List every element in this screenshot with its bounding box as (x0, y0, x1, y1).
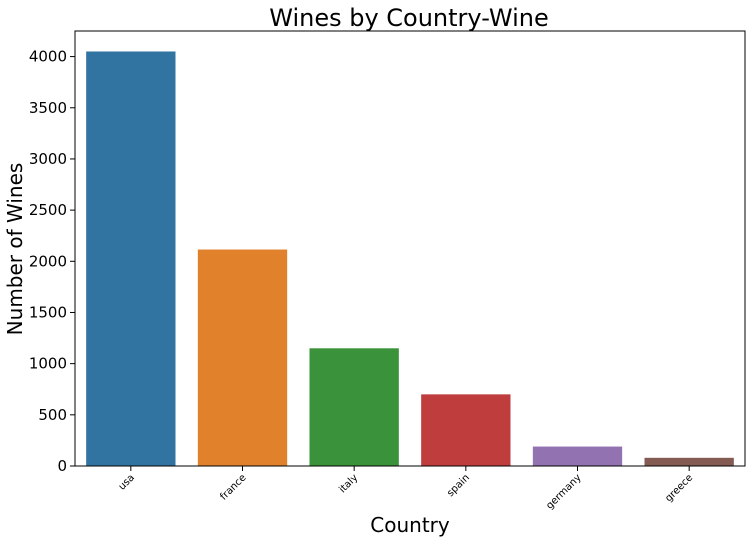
y-tick-label: 1500 (29, 303, 67, 321)
y-axis-ticks: 0 500 1000 1500 2000 2500 3000 3500 4000 (29, 48, 75, 475)
y-tick-label: 2000 (29, 252, 67, 270)
y-tick-label: 500 (38, 406, 67, 424)
x-axis-ticks: usa france italy spain germany greece (117, 466, 695, 512)
x-tick-label: greece (663, 472, 695, 504)
y-tick-label: 4000 (29, 48, 67, 66)
y-tick-label: 3500 (29, 99, 67, 117)
y-tick-label: 3000 (29, 150, 67, 168)
x-tick-label: germany (544, 472, 583, 511)
bar-greece (644, 457, 734, 466)
x-tick-label: italy (337, 472, 360, 495)
y-tick-label: 2500 (29, 201, 67, 219)
x-tick-label: france (218, 472, 248, 502)
plot-frame (74, 30, 746, 467)
x-tick-label: spain (445, 472, 472, 499)
bar-germany (532, 446, 623, 466)
bar-italy (309, 348, 399, 466)
bars-group (86, 51, 734, 467)
bar-usa (86, 51, 176, 467)
chart-title: Wines by Country-Wine (269, 4, 549, 32)
y-axis-label: Number of Wines (3, 163, 27, 336)
y-tick-label: 0 (57, 457, 67, 475)
y-tick-label: 1000 (29, 355, 67, 373)
x-tick-label: usa (117, 472, 137, 492)
x-axis-label: Country (370, 513, 450, 537)
bar-spain (421, 394, 511, 466)
bar-france (197, 249, 288, 466)
